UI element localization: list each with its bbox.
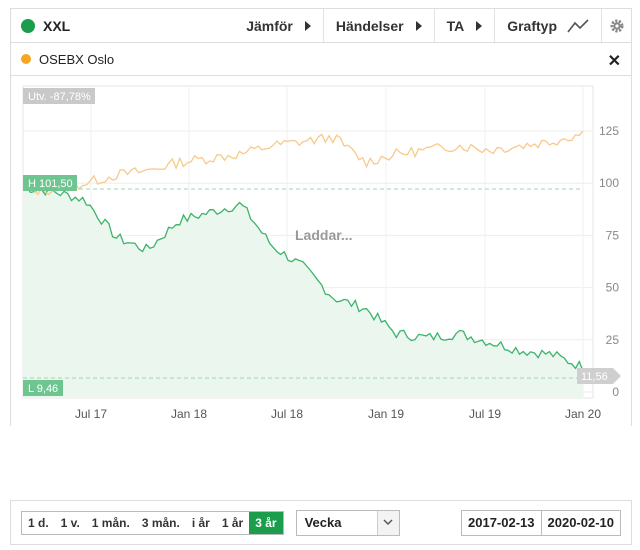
x-tick-label: Jan 19 <box>368 407 404 421</box>
change-badge <box>23 88 95 104</box>
graph-type-menu[interactable]: Graftyp <box>494 9 601 42</box>
events-label: Händelser <box>335 17 404 34</box>
price-chart[interactable]: Utv. -87,78% H 101,50 L 9,46 11,56 Ladda… <box>11 76 631 494</box>
comparison-legend: OSEBX Oslo ✕ <box>10 42 632 76</box>
date-to-field[interactable]: 2020-02-10 <box>541 509 621 536</box>
line-chart-icon <box>567 18 589 32</box>
low-label: L 9,46 <box>28 383 58 395</box>
x-tick-label: Jul 19 <box>469 407 501 421</box>
range-button-group: 1 d. 1 v. 1 mån. 3 mån. i år 1 år 3 år <box>21 510 284 535</box>
y-tick-label: 50 <box>606 281 620 295</box>
instrument-color-dot <box>21 18 35 33</box>
change-label: Utv. -87,78% <box>28 91 91 103</box>
y-axis: 125 100 75 50 25 0 <box>599 124 619 399</box>
graph-type-label: Graftyp <box>507 17 557 34</box>
caret-right-icon <box>476 20 483 31</box>
caret-right-icon <box>304 20 311 31</box>
compare-label: Jämför <box>246 17 293 34</box>
ta-menu[interactable]: TA <box>433 9 495 42</box>
range-controls: 1 d. 1 v. 1 mån. 3 mån. i år 1 år 3 år Vecka 2… <box>10 500 632 545</box>
interval-select[interactable]: Vecka <box>295 509 400 536</box>
gear-icon <box>610 19 623 32</box>
compare-color-dot <box>21 54 31 64</box>
xxl-area <box>23 186 583 398</box>
date-range: 2017-02-13 2020-02-10 <box>461 509 621 536</box>
range-button[interactable]: 3 år <box>249 511 283 534</box>
high-label: H 101,50 <box>28 178 73 190</box>
y-tick-label: 0 <box>612 385 619 399</box>
range-button[interactable]: i år <box>191 515 210 530</box>
range-button[interactable]: 1 mån. <box>91 515 130 530</box>
close-icon[interactable]: ✕ <box>607 53 621 70</box>
interval-value: Vecka <box>304 515 342 530</box>
events-menu[interactable]: Händelser <box>322 9 434 42</box>
y-tick-label: 25 <box>606 333 620 347</box>
x-axis: Jul 17 Jan 18 Jul 18 Jan 19 Jul 19 Jan 20 <box>75 407 601 421</box>
legend-item-osebx: OSEBX Oslo <box>39 51 115 67</box>
date-from-field[interactable]: 2017-02-13 <box>461 509 542 536</box>
y-tick-label: 75 <box>606 228 620 242</box>
settings-button[interactable] <box>601 9 631 42</box>
x-tick-label: Jul 18 <box>271 407 303 421</box>
range-button[interactable]: 1 v. <box>60 515 80 530</box>
y-tick-label: 100 <box>599 176 619 190</box>
last-value-badge <box>577 368 621 384</box>
loading-text: Laddar... <box>295 227 353 243</box>
chart-area: Utv. -87,78% H 101,50 L 9,46 11,56 Ladda… <box>10 76 632 494</box>
range-button[interactable]: 1 d. <box>28 515 49 530</box>
chart-toolbar: XXL Jämför Händelser TA Graftyp <box>10 8 632 42</box>
chevron-down-icon <box>376 510 399 535</box>
instrument-selector[interactable]: XXL <box>11 18 234 34</box>
y-tick-label: 125 <box>599 124 619 138</box>
osebx-series-line <box>22 130 584 196</box>
x-tick-label: Jan 18 <box>171 407 207 421</box>
high-badge <box>23 175 77 191</box>
ta-label: TA <box>446 17 465 34</box>
low-badge <box>23 380 63 396</box>
x-tick-label: Jul 17 <box>75 407 107 421</box>
x-tick-label: Jan 20 <box>565 407 601 421</box>
range-button[interactable]: 1 år <box>221 515 244 530</box>
caret-right-icon <box>415 20 422 31</box>
last-value-label: 11,56 <box>581 371 608 383</box>
compare-menu[interactable]: Jämför <box>234 9 323 42</box>
range-button[interactable]: 3 mån. <box>141 515 180 530</box>
xxl-series-line <box>22 185 584 372</box>
instrument-name: XXL <box>43 17 71 34</box>
